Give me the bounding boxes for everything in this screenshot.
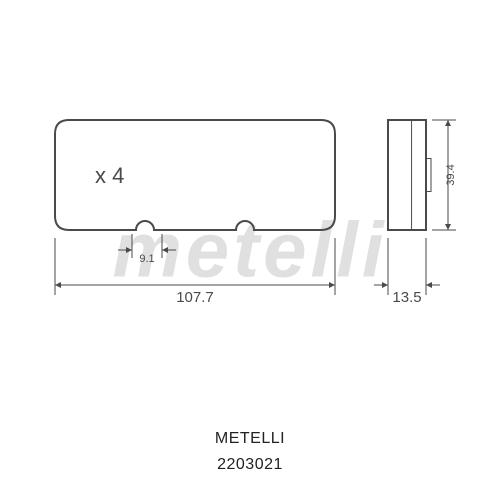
brand-label: METELLI (215, 430, 285, 447)
part-number: 2203021 (217, 456, 283, 473)
brand-caption-row: METELLI (0, 430, 500, 448)
side-pad-outline (388, 120, 426, 230)
partnumber-caption-row: 2203021 (0, 456, 500, 474)
stage: metelli x 4107.79.139.413.5 METELLI 2203… (0, 0, 500, 500)
qty-label: x 4 (95, 163, 124, 188)
dim-height: 39.4 (445, 164, 457, 185)
dim-width: 107.7 (176, 289, 214, 306)
dim-thickness: 13.5 (392, 289, 421, 306)
technical-drawing: x 4 107.7 9.1 39.4 13.5 (0, 0, 500, 500)
dim-notch: 9.1 (139, 253, 154, 265)
